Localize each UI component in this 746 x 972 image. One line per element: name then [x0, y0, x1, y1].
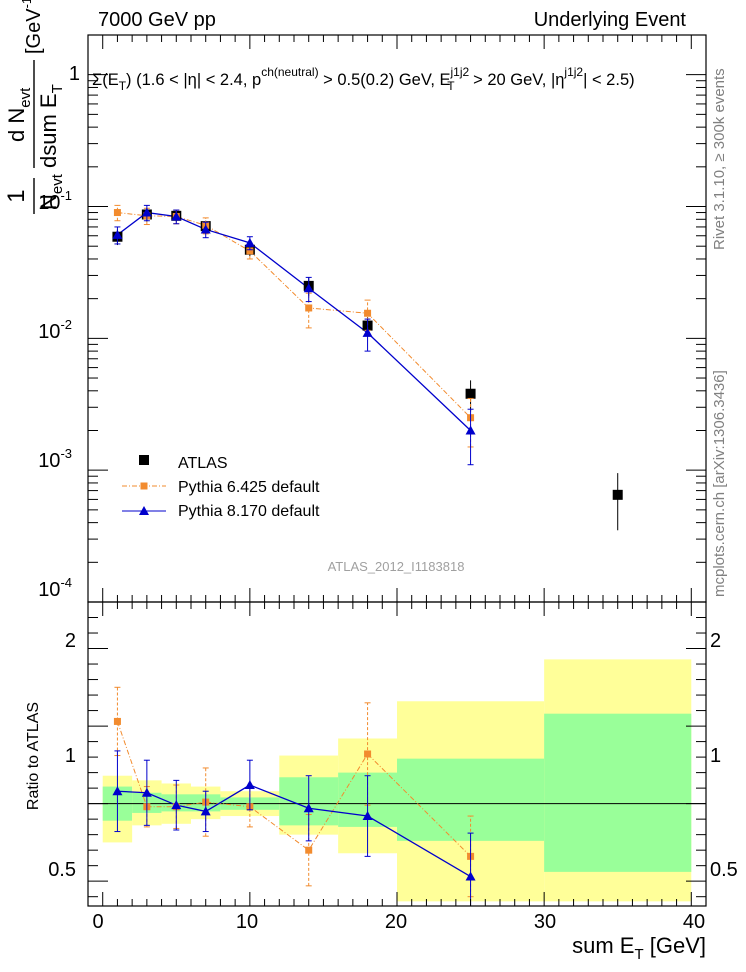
header-left: 7000 GeV pp — [98, 9, 216, 31]
svg-text:[GeV-1]: [GeV-1] — [19, 0, 45, 54]
ratio-py8-point — [200, 806, 211, 816]
py6-point — [305, 304, 313, 312]
cut-label: Σ(ET) (1.6 < |η| < 2.4, pch(neutral) > 0… — [92, 65, 635, 93]
atlas-point — [612, 489, 623, 500]
ratio-py8-point — [171, 800, 182, 810]
py8-point — [141, 207, 152, 217]
ratio-ylabel: Ratio to ATLAS — [25, 702, 42, 810]
ratio-py6-point — [364, 750, 372, 758]
ratio-py8-line — [117, 784, 471, 878]
ratio-tick-05-left: 0.5 — [48, 859, 76, 881]
ratio-py8-point — [141, 787, 152, 797]
svg-text:1: 1 — [3, 189, 30, 202]
py8-line — [117, 211, 472, 431]
legend-marker-atlas — [139, 455, 149, 465]
py8-point — [362, 327, 373, 337]
py8-point — [465, 425, 476, 435]
ratio-tick-05-right: 0.5 — [710, 859, 738, 881]
ratio-panel-series — [112, 686, 476, 907]
legend-marker-py8 — [139, 506, 149, 515]
ratio-band-inner — [397, 758, 545, 841]
svg-text:d Nevt: d Nevt — [4, 87, 34, 142]
x-tick-label-0: 0 — [92, 911, 103, 933]
main-tick-label-1e-2: 10-2 — [38, 317, 72, 343]
legend-label-py8: Pythia 8.170 default — [178, 503, 320, 520]
py6-point — [246, 247, 254, 255]
ratio-tick-2-right: 2 — [710, 630, 721, 652]
ratio-tick-2-left: 2 — [65, 630, 76, 652]
py8-point — [112, 229, 123, 239]
legend: ATLAS Pythia 6.425 default Pythia 8.170 … — [122, 455, 320, 520]
ratio-py6-line — [116, 721, 471, 857]
ratio-py8-point — [303, 803, 314, 813]
py8-point — [303, 283, 314, 293]
ratio-py8-point — [244, 780, 255, 790]
rivet-version-label: Rivet 3.1.10, ≥ 300k events — [711, 68, 728, 250]
x-tick-label-40: 40 — [683, 911, 705, 933]
ratio-panel-bands — [102, 659, 692, 902]
main-ylabel: 1 Nevt d Nevt dsum ET [GeV-1] — [3, 0, 66, 214]
x-tick-label-20: 20 — [385, 911, 407, 933]
ratio-tick-1-right: 1 — [710, 745, 721, 767]
ratio-py8-point — [112, 786, 123, 796]
ratio-py6-point — [305, 846, 313, 854]
main-panel-series — [112, 204, 623, 531]
ratio-py8-point — [465, 871, 476, 881]
main-tick-label-1e-4: 10-4 — [38, 575, 72, 601]
py6-line — [117, 212, 471, 419]
py8-point — [171, 211, 182, 221]
ratio-band-inner — [544, 713, 692, 872]
py6-point — [113, 209, 121, 217]
ratio-axis-ticks — [88, 602, 706, 906]
ratio-py6-point — [113, 717, 121, 725]
mcplots-label: mcplots.cern.ch [arXiv:1306.3436] — [711, 370, 728, 597]
legend-label-atlas: ATLAS — [178, 455, 228, 472]
atlas-point — [465, 388, 476, 399]
x-tick-label-30: 30 — [534, 911, 556, 933]
svg-text:dsum ET: dsum ET — [36, 84, 66, 168]
main-tick-label-1e-1: 10-1 — [38, 188, 72, 214]
py8-point — [200, 224, 211, 234]
legend-marker-py6 — [140, 482, 148, 490]
legend-label-py6: Pythia 6.425 default — [178, 479, 320, 496]
svg-text:Nevt: Nevt — [36, 173, 66, 210]
ratio-py8-point — [362, 811, 373, 821]
analysis-tag: ATLAS_2012_I1183818 — [328, 559, 465, 574]
main-tick-label-1e-3: 10-3 — [38, 446, 72, 472]
x-axis-label: sum ET [GeV] — [572, 933, 706, 963]
main-axis-ticks — [88, 34, 706, 603]
x-tick-label-10: 10 — [236, 911, 258, 933]
ratio-tick-1-left: 1 — [65, 745, 76, 767]
header-right: Underlying Event — [534, 9, 687, 31]
py6-point — [364, 309, 372, 317]
main-tick-label-1: 1 — [69, 63, 80, 85]
py8-point — [244, 237, 255, 247]
